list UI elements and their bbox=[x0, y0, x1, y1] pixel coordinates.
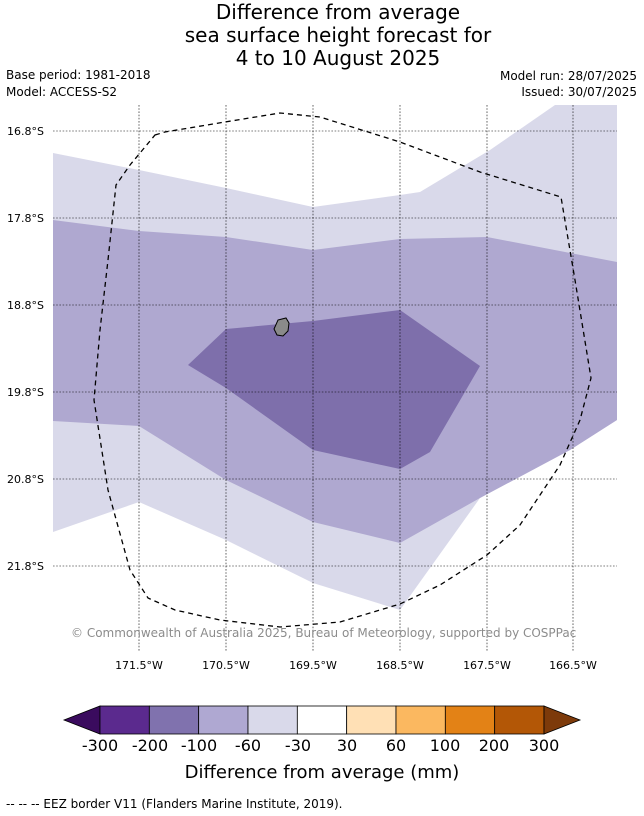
colorbar-tick-label: -200 bbox=[131, 736, 169, 755]
colorbar-tick-label: 200 bbox=[478, 736, 510, 755]
colorbar-extend-high bbox=[543, 705, 582, 735]
colorbar-tick-label: 100 bbox=[429, 736, 461, 755]
latitude-label: 17.8°S bbox=[7, 212, 44, 225]
colorbar-extend-low bbox=[62, 705, 101, 735]
model-name-text: Model: ACCESS-S2 bbox=[6, 85, 118, 99]
colorbar-tick-label: 30 bbox=[336, 736, 358, 755]
colorbar-cell bbox=[198, 705, 249, 735]
colorbar-cell bbox=[346, 705, 397, 735]
map-title-line-1: Difference from average bbox=[215, 0, 461, 24]
colorbar bbox=[62, 705, 582, 735]
base-period-text: Base period: 1981-2018 bbox=[6, 68, 151, 82]
latitude-label: 18.8°S bbox=[7, 299, 44, 312]
anomaly-band-minus100-to-minus200 bbox=[188, 310, 480, 469]
colorbar-cell bbox=[494, 705, 545, 735]
map-title-line-3: 4 to 10 August 2025 bbox=[235, 46, 441, 70]
colorbar-cell bbox=[247, 705, 298, 735]
colorbar-tick-label: -60 bbox=[234, 736, 262, 755]
map-title-line-2: sea surface height forecast for bbox=[184, 23, 492, 47]
colorbar-cells bbox=[62, 705, 582, 735]
colorbar-cell bbox=[99, 705, 150, 735]
longitude-label: 166.5°W bbox=[549, 659, 597, 672]
colorbar-cell bbox=[444, 705, 496, 735]
model-run-text: Model run: 28/07/2025 bbox=[499, 69, 637, 83]
colorbar-cell bbox=[148, 705, 200, 735]
longitude-gridlines bbox=[138, 105, 574, 652]
longitude-label: 167.5°W bbox=[463, 659, 511, 672]
latitude-gridlines bbox=[53, 130, 617, 567]
latitude-label: 20.8°S bbox=[7, 473, 44, 486]
colorbar-tick-label: 300 bbox=[528, 736, 560, 755]
forecast-map bbox=[53, 105, 617, 652]
colorbar-tick-label: -30 bbox=[284, 736, 312, 755]
copyright-notice: © Commonwealth of Australia 2025, Bureau… bbox=[71, 626, 577, 640]
longitude-label: 171.5°W bbox=[115, 659, 163, 672]
colorbar-tick-label: 60 bbox=[385, 736, 407, 755]
colorbar-label: Difference from average (mm) bbox=[184, 762, 460, 783]
latitude-label: 21.8°S bbox=[7, 560, 44, 573]
colorbar-tick-label: -300 bbox=[81, 736, 119, 755]
latitude-label: 16.8°S bbox=[7, 125, 44, 138]
longitude-label: 168.5°W bbox=[376, 659, 424, 672]
island-landmass bbox=[273, 317, 290, 337]
longitude-label: 170.5°W bbox=[202, 659, 250, 672]
issued-date-text: Issued: 30/07/2025 bbox=[521, 85, 637, 99]
colorbar-tick-label: -100 bbox=[180, 736, 218, 755]
latitude-label: 19.8°S bbox=[7, 386, 44, 399]
colorbar-cell bbox=[395, 705, 446, 735]
eez-border-footnote: -- -- -- EEZ border V11 (Flanders Marine… bbox=[6, 797, 343, 811]
longitude-label: 169.5°W bbox=[289, 659, 337, 672]
colorbar-cell bbox=[296, 705, 348, 735]
